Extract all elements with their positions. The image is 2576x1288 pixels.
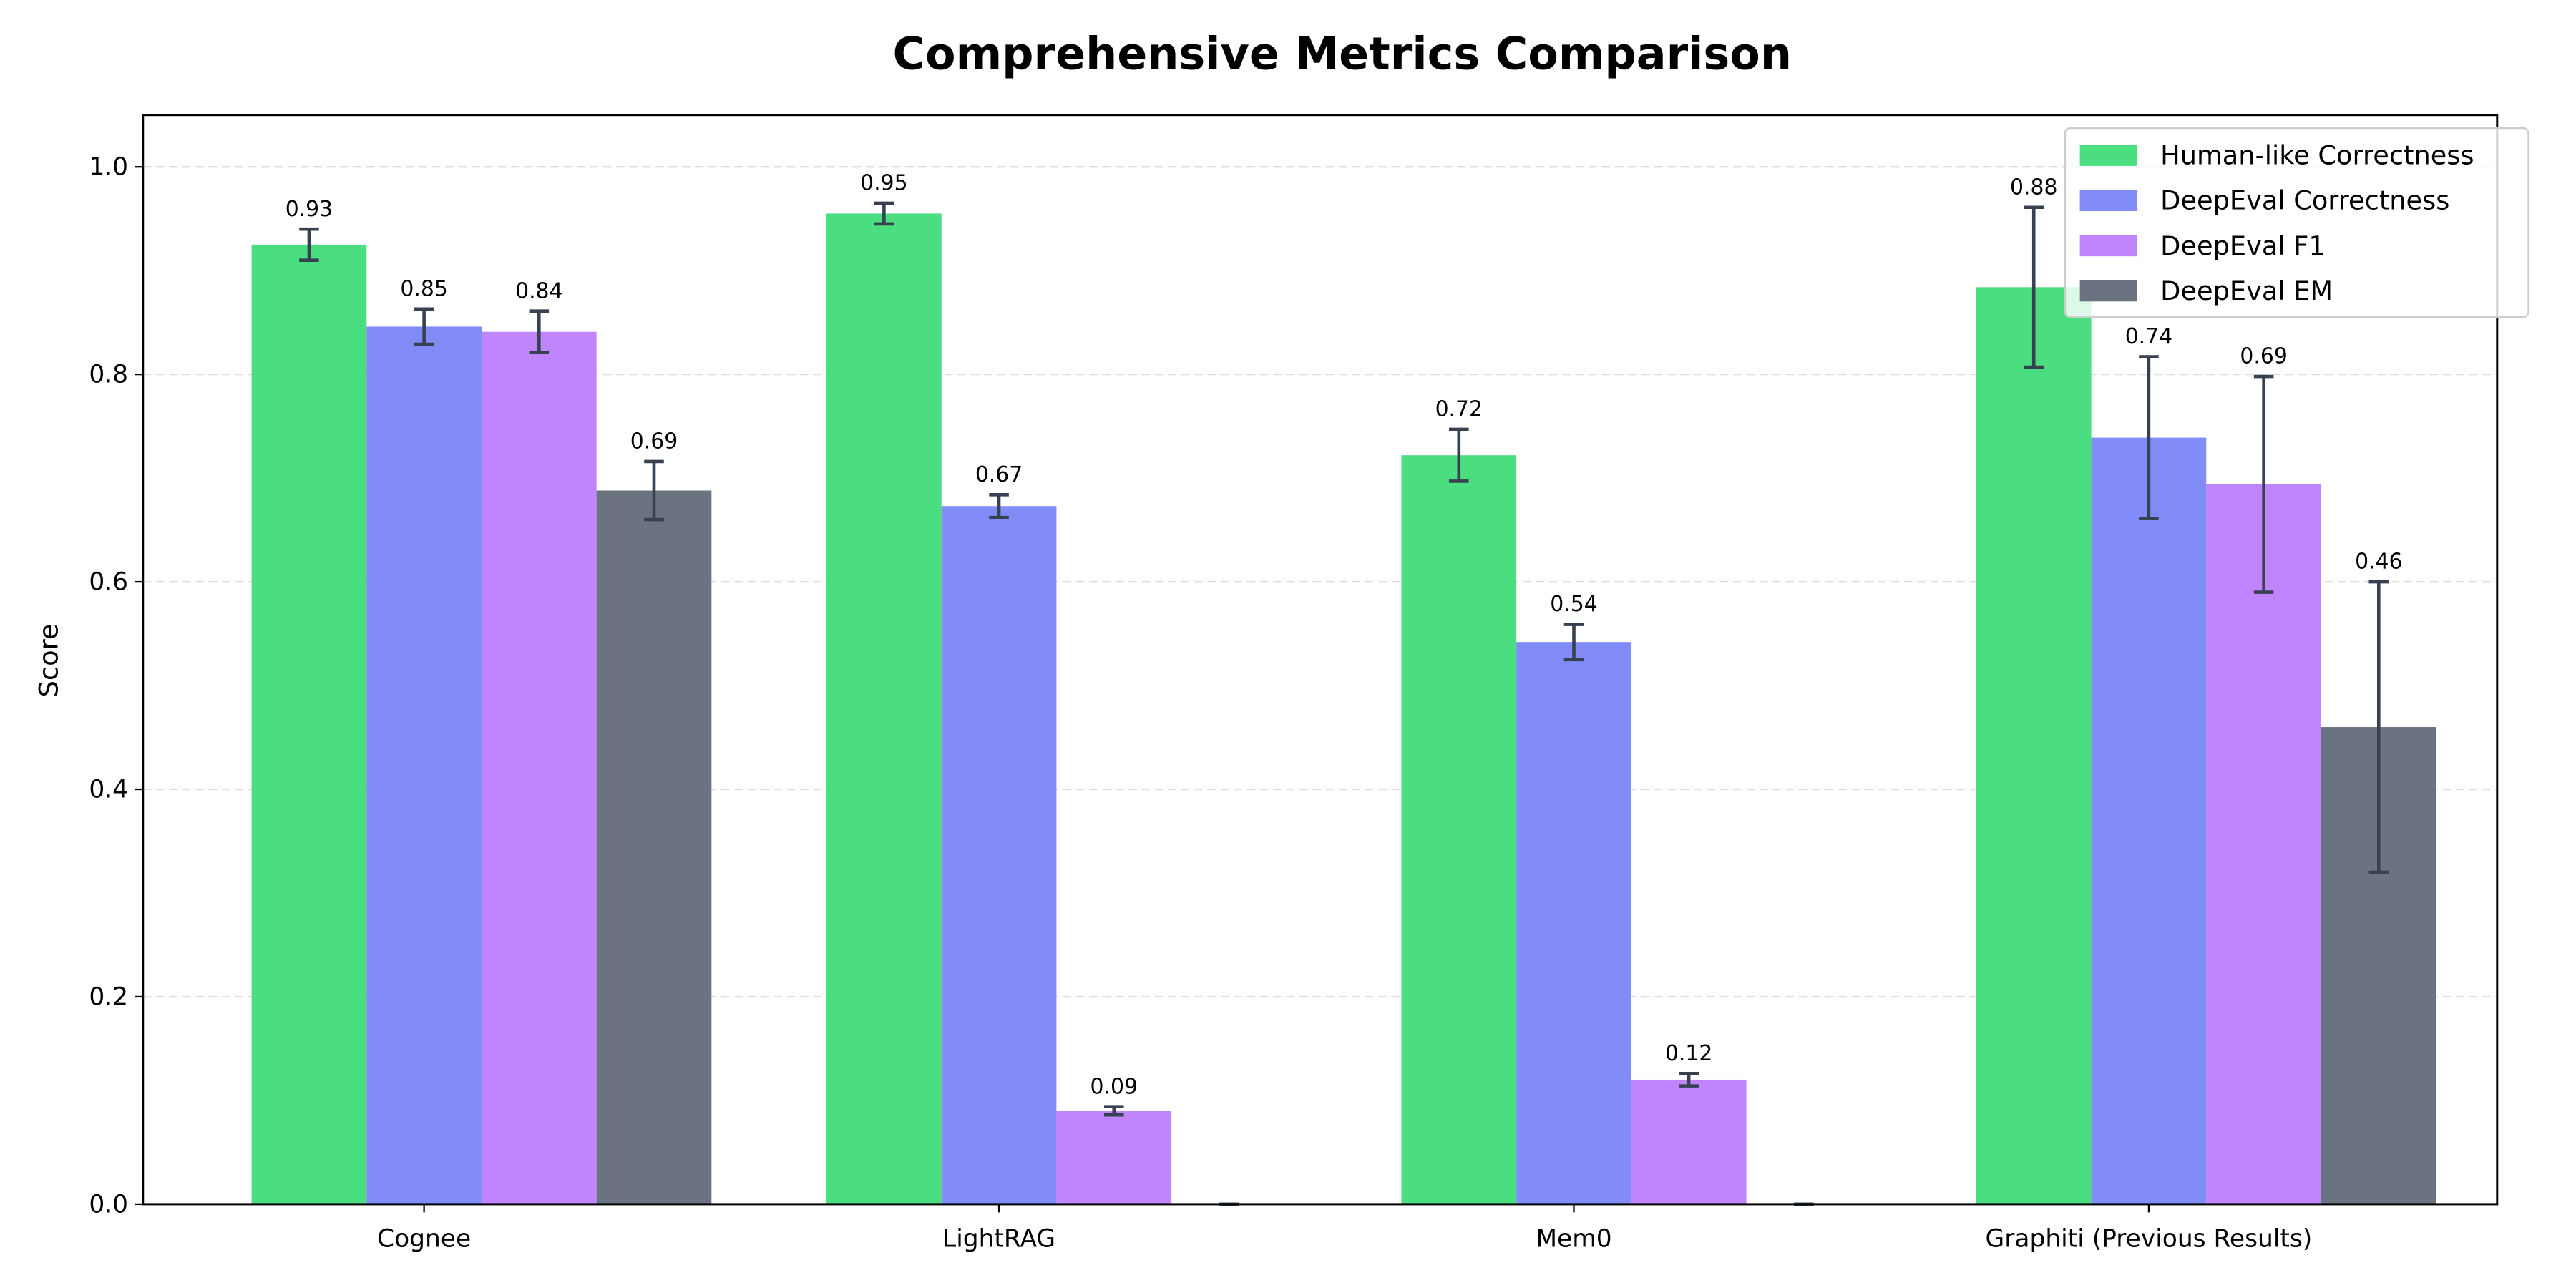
data-label: 0.88 <box>2010 175 2057 200</box>
x-tick-label: Mem0 <box>1536 1225 1611 1254</box>
y-tick-label: 0.0 <box>89 1190 128 1219</box>
legend-swatch <box>2079 145 2137 166</box>
bar <box>826 213 942 1204</box>
bar <box>481 331 597 1204</box>
error-bar <box>1449 427 1469 483</box>
x-tick-label: Cognee <box>377 1225 471 1254</box>
error-bar <box>1103 1105 1124 1117</box>
error-bar <box>2139 355 2159 520</box>
plot-frame <box>142 114 2499 1206</box>
x-tick-label: LightRAG <box>942 1225 1055 1254</box>
bar <box>1056 1111 1172 1204</box>
data-label: 0.74 <box>2125 324 2172 349</box>
data-label: 0.12 <box>1665 1041 1712 1066</box>
y-axis-label: Score <box>33 624 64 698</box>
error-bar <box>299 227 319 262</box>
error-bar <box>874 201 894 226</box>
error-bar <box>2024 205 2044 369</box>
error-bar <box>414 307 434 346</box>
data-label: 0.69 <box>2240 344 2287 369</box>
legend-label: DeepEval EM <box>2160 275 2333 306</box>
legend-swatch <box>2079 190 2137 212</box>
y-tick-label: 1.0 <box>89 153 128 182</box>
data-label: 0.46 <box>2355 550 2402 575</box>
bar <box>1516 642 1631 1204</box>
bar <box>1631 1079 1747 1204</box>
data-label: 0.54 <box>1550 592 1597 617</box>
data-label: 0.93 <box>286 197 333 222</box>
legend-label: DeepEval F1 <box>2160 230 2326 261</box>
data-label: 0.69 <box>630 429 678 454</box>
data-label: 0.95 <box>860 171 907 196</box>
data-label: 0.72 <box>1435 397 1483 422</box>
bar <box>251 244 367 1204</box>
legend-label: DeepEval Correctness <box>2160 185 2449 216</box>
error-bar <box>2368 580 2389 874</box>
error-bar <box>1679 1071 1699 1088</box>
legend-label: Human-like Correctness <box>2160 140 2474 171</box>
chart-title: Comprehensive Metrics Comparison <box>893 27 1792 79</box>
error-bar <box>644 459 664 522</box>
bar <box>1976 287 2092 1204</box>
error-bar <box>1563 623 1584 662</box>
bar <box>941 506 1057 1204</box>
data-label: 0.84 <box>515 278 562 303</box>
bar <box>2091 437 2207 1204</box>
x-tick-label: Graphiti (Previous Results) <box>1986 1225 2313 1254</box>
data-label: 0.85 <box>400 276 447 301</box>
error-bar <box>529 309 550 354</box>
bar <box>1401 455 1517 1204</box>
bar <box>2206 484 2321 1204</box>
y-tick-label: 0.4 <box>89 776 128 804</box>
error-bar <box>989 493 1009 519</box>
bar <box>596 490 712 1204</box>
legend-swatch <box>2079 280 2137 302</box>
data-label: 0.09 <box>1091 1074 1138 1099</box>
data-label: 0.67 <box>975 462 1023 487</box>
legend-box <box>2064 127 2529 318</box>
y-tick-label: 0.2 <box>89 982 128 1011</box>
error-bar <box>2253 374 2274 594</box>
y-tick-label: 0.6 <box>89 568 128 597</box>
y-tick-label: 0.8 <box>89 361 128 389</box>
legend: Human-like Correctness DeepEval Correctne… <box>2064 127 2529 318</box>
legend-swatch <box>2079 235 2137 257</box>
bar <box>366 326 482 1204</box>
